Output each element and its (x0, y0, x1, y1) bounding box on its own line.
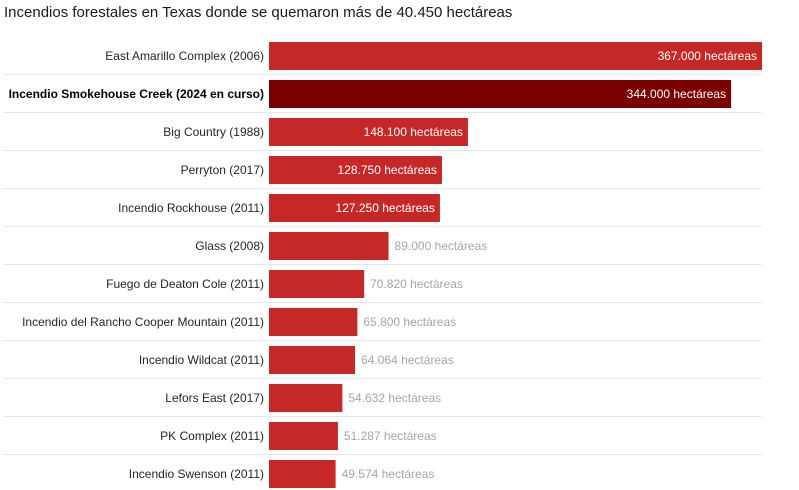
category-label-incendio-swenson-2011: Incendio Swenson (2011) (129, 467, 264, 481)
category-label-glass-2008: Glass (2008) (195, 239, 264, 253)
bar-glass-2008 (269, 232, 389, 260)
bar-incendio-rockhouse-2011 (269, 194, 440, 222)
bar-perryton-2017 (269, 156, 442, 184)
value-label-fuego-de-deaton-cole-2011: 70.820 hectáreas (370, 277, 463, 291)
value-label-big-country-1988: 148.100 hectáreas (364, 125, 463, 139)
bar-pk-complex-2011 (269, 422, 338, 450)
value-label-pk-complex-2011: 51.287 hectáreas (344, 429, 437, 443)
bar-incendio-swenson-2011 (269, 460, 336, 488)
value-label-incendio-del-rancho-cooper-mountain-2011: 65.800 hectáreas (363, 315, 456, 329)
value-label-incendio-smokehouse-creek-2024-en-curso: 344.000 hectáreas (627, 87, 726, 101)
category-label-perryton-2017: Perryton (2017) (181, 163, 264, 177)
category-label-fuego-de-deaton-cole-2011: Fuego de Deaton Cole (2011) (106, 277, 264, 291)
value-label-glass-2008: 89.000 hectáreas (395, 239, 488, 253)
category-label-incendio-wildcat-2011: Incendio Wildcat (2011) (139, 353, 264, 367)
bar-incendio-wildcat-2011 (269, 346, 356, 374)
category-label-incendio-rockhouse-2011: Incendio Rockhouse (2011) (118, 201, 264, 215)
category-label-incendio-smokehouse-creek-2024-en-curso: Incendio Smokehouse Creek (2024 en curso… (9, 87, 264, 101)
bar-lefors-east-2017 (269, 384, 343, 412)
chart-title: Incendios forestales en Texas donde se q… (4, 4, 513, 21)
bar-incendio-del-rancho-cooper-mountain-2011 (269, 308, 358, 336)
category-label-pk-complex-2011: PK Complex (2011) (160, 429, 264, 443)
category-label-big-country-1988: Big Country (1988) (163, 125, 264, 139)
category-label-incendio-del-rancho-cooper-mountain-2011: Incendio del Rancho Cooper Mountain (201… (22, 315, 264, 329)
value-label-incendio-rockhouse-2011: 127.250 hectáreas (336, 201, 435, 215)
value-label-east-amarillo-complex-2006: 367.000 hectáreas (658, 49, 757, 63)
bar-fuego-de-deaton-cole-2011 (269, 270, 365, 298)
bar-east-amarillo-complex-2006 (269, 42, 762, 70)
category-label-lefors-east-2017: Lefors East (2017) (165, 391, 264, 405)
value-label-incendio-swenson-2011: 49.574 hectáreas (342, 467, 435, 481)
bar-incendio-smokehouse-creek-2024-en-curso (269, 80, 732, 108)
value-label-lefors-east-2017: 54.632 hectáreas (348, 391, 441, 405)
category-label-east-amarillo-complex-2006: East Amarillo Complex (2006) (105, 49, 264, 63)
bar-big-country-1988 (269, 118, 468, 146)
value-label-perryton-2017: 128.750 hectáreas (338, 163, 437, 177)
value-label-incendio-wildcat-2011: 64.064 hectáreas (361, 353, 454, 367)
